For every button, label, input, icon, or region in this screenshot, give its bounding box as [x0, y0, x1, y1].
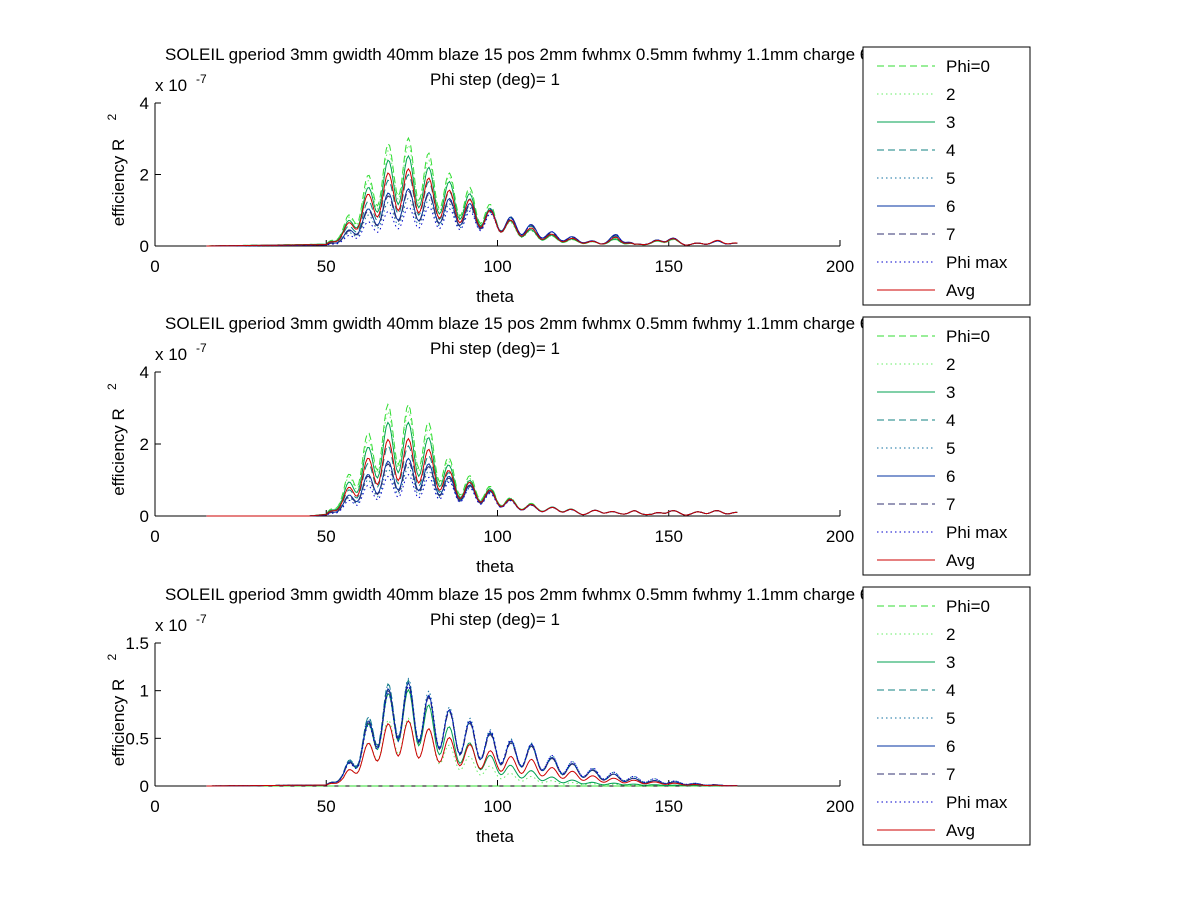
- series-line-phi-max: [206, 684, 738, 787]
- y-exponent-label: x 10: [155, 616, 187, 635]
- legend-label: 6: [946, 467, 955, 486]
- y-exponent-label: x 10: [155, 345, 187, 364]
- x-axis-label: theta: [476, 287, 514, 306]
- y-tick-label: 1.5: [125, 634, 149, 653]
- legend-label: 7: [946, 495, 955, 514]
- x-tick-label: 0: [150, 797, 159, 816]
- legend-label: 3: [946, 383, 955, 402]
- x-tick-label: 100: [483, 797, 511, 816]
- series-line-avg: [206, 719, 738, 787]
- legend-label: 4: [946, 141, 955, 160]
- legend-label: 6: [946, 737, 955, 756]
- legend-label: 4: [946, 411, 955, 430]
- chart-3: SOLEIL gperiod 3mm gwidth 40mm blaze 15 …: [105, 585, 1031, 846]
- chart-title: SOLEIL gperiod 3mm gwidth 40mm blaze 15 …: [165, 314, 925, 333]
- y-tick-label: 4: [140, 363, 149, 382]
- y-axis-label-sup: 2: [105, 114, 119, 121]
- x-tick-label: 150: [655, 797, 683, 816]
- legend-label: 5: [946, 709, 955, 728]
- y-axis-label-group: efficiency R 2: [105, 383, 128, 496]
- y-tick-label: 1: [140, 682, 149, 701]
- chart-title: SOLEIL gperiod 3mm gwidth 40mm blaze 15 …: [165, 585, 925, 604]
- legend-label: Phi=0: [946, 597, 990, 616]
- x-tick-label: 150: [655, 257, 683, 276]
- x-tick-label: 50: [317, 797, 336, 816]
- chart-title: SOLEIL gperiod 3mm gwidth 40mm blaze 15 …: [165, 45, 925, 64]
- y-tick-label: 0.5: [125, 729, 149, 748]
- legend-label: 2: [946, 355, 955, 374]
- legend-label: Avg: [946, 281, 975, 300]
- legend-label: 5: [946, 439, 955, 458]
- x-tick-label: 100: [483, 257, 511, 276]
- y-axis-label: efficiency R: [109, 408, 128, 496]
- chart-subtitle: Phi step (deg)= 1: [430, 610, 560, 629]
- chart-2: SOLEIL gperiod 3mm gwidth 40mm blaze 15 …: [105, 314, 1031, 576]
- x-axis-label: theta: [476, 827, 514, 846]
- series-line-avg: [206, 167, 738, 247]
- y-axis-label-group: efficiency R 2: [105, 114, 128, 227]
- y-tick-label: 0: [140, 237, 149, 256]
- x-tick-label: 200: [826, 797, 854, 816]
- x-tick-label: 200: [826, 257, 854, 276]
- chart-1: SOLEIL gperiod 3mm gwidth 40mm blaze 15 …: [105, 45, 1031, 306]
- x-tick-label: 50: [317, 527, 336, 546]
- legend-label: Phi=0: [946, 327, 990, 346]
- legend-label: 7: [946, 765, 955, 784]
- y-tick-label: 0: [140, 507, 149, 526]
- x-tick-label: 0: [150, 257, 159, 276]
- legend-label: 3: [946, 653, 955, 672]
- y-tick-label: 2: [140, 166, 149, 185]
- series-line-5: [206, 677, 738, 787]
- y-tick-label: 4: [140, 94, 149, 113]
- x-tick-label: 200: [826, 527, 854, 546]
- y-axis-label: efficiency R: [109, 679, 128, 767]
- y-axis-label: efficiency R: [109, 139, 128, 227]
- legend-label: Phi max: [946, 253, 1008, 272]
- y-axis-label-sup: 2: [105, 654, 119, 661]
- y-exponent-sup: -7: [196, 72, 207, 86]
- x-tick-label: 0: [150, 527, 159, 546]
- y-exponent-sup: -7: [196, 612, 207, 626]
- y-exponent-label: x 10: [155, 76, 187, 95]
- legend-label: 2: [946, 625, 955, 644]
- y-axis-label-sup: 2: [105, 383, 119, 390]
- legend-label: 7: [946, 225, 955, 244]
- x-tick-label: 100: [483, 527, 511, 546]
- y-tick-label: 2: [140, 435, 149, 454]
- series-line-avg: [206, 437, 738, 517]
- legend-label: 3: [946, 113, 955, 132]
- legend-label: Avg: [946, 821, 975, 840]
- x-axis-label: theta: [476, 557, 514, 576]
- legend-label: 2: [946, 85, 955, 104]
- chart-subtitle: Phi step (deg)= 1: [430, 339, 560, 358]
- x-tick-label: 150: [655, 527, 683, 546]
- legend-label: Phi max: [946, 793, 1008, 812]
- y-exponent-sup: -7: [196, 341, 207, 355]
- x-tick-label: 50: [317, 257, 336, 276]
- legend-label: 5: [946, 169, 955, 188]
- legend-label: 4: [946, 681, 955, 700]
- y-tick-label: 0: [140, 777, 149, 796]
- legend-label: Phi max: [946, 523, 1008, 542]
- chart-subtitle: Phi step (deg)= 1: [430, 70, 560, 89]
- y-axis-label-group: efficiency R 2: [105, 654, 128, 767]
- legend-label: Phi=0: [946, 57, 990, 76]
- legend-label: 6: [946, 197, 955, 216]
- legend-label: Avg: [946, 551, 975, 570]
- charts-group: SOLEIL gperiod 3mm gwidth 40mm blaze 15 …: [105, 45, 1031, 846]
